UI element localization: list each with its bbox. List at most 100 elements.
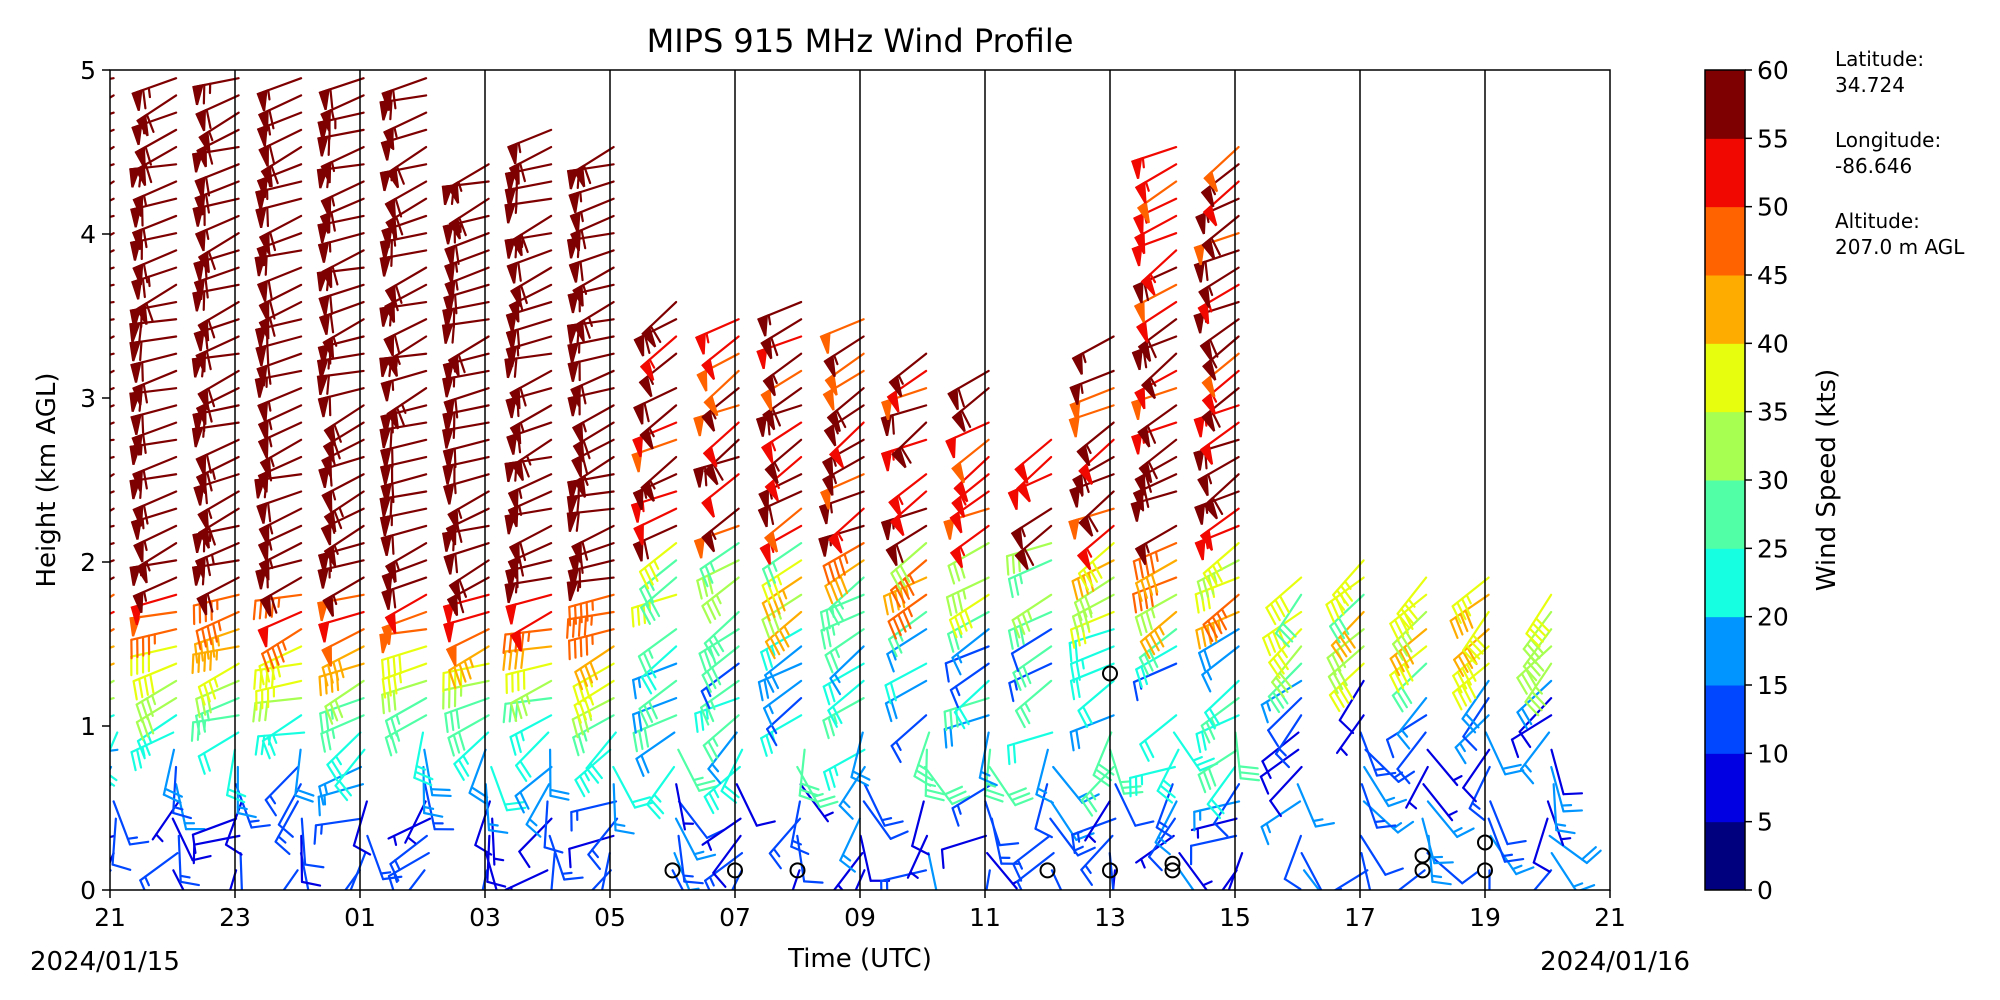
wind-barb (507, 128, 553, 165)
wind-barb (949, 524, 990, 569)
wind-barb (1080, 834, 1114, 886)
wind-barb (945, 421, 990, 459)
wind-barb (763, 679, 803, 727)
wind-barb (703, 369, 740, 417)
wind-barb (880, 438, 928, 472)
wind-barb (1452, 645, 1490, 694)
wind-profile-column (818, 318, 909, 890)
wind-barb (1203, 473, 1240, 520)
wind-barb (258, 214, 303, 254)
wind-barb (859, 834, 891, 882)
wind-barb (1204, 679, 1240, 730)
wind-barb (1261, 731, 1300, 779)
wind-barb (171, 817, 212, 862)
wind-barb (196, 128, 240, 168)
y-tick-label: 3 (80, 384, 96, 413)
wind-barb (505, 593, 553, 625)
wind-barb (326, 731, 362, 782)
longitude-label: Longitude: (1835, 128, 1941, 152)
wind-barb (1194, 524, 1240, 561)
wind-barb (1260, 800, 1302, 846)
wind-barb (198, 111, 240, 154)
wind-barb (675, 783, 695, 831)
wind-barb (1550, 765, 1583, 813)
wind-barb (1405, 765, 1429, 810)
wind-profile-column (252, 77, 325, 890)
wind-barb (1363, 765, 1408, 808)
wind-barb (1134, 593, 1178, 636)
wind-barb (323, 404, 365, 447)
wind-barb (130, 645, 178, 677)
wind-barb (762, 387, 803, 431)
wind-profile-column (940, 369, 1034, 890)
colorbar-segment (1705, 138, 1745, 208)
wind-barb (570, 369, 615, 407)
wind-barb (197, 490, 240, 531)
wind-barb (300, 817, 325, 869)
wind-barb (760, 714, 803, 757)
wind-barb (790, 800, 810, 856)
wind-barb (951, 473, 990, 518)
wind-barb (1201, 645, 1240, 693)
wind-profile-column (1510, 593, 1602, 890)
wind-barb (1533, 869, 1553, 890)
calm-wind-marker (1477, 834, 1493, 851)
x-tick-label: 17 (1344, 903, 1376, 932)
wind-barb (352, 800, 372, 856)
wind-barb (1076, 421, 1115, 467)
wind-barb (442, 679, 490, 710)
wind-barb (380, 438, 428, 469)
wind-barb (762, 542, 803, 588)
wind-barb (491, 817, 505, 866)
wind-barb (1109, 748, 1144, 795)
wind-barb (635, 731, 676, 777)
wind-barb (1426, 800, 1475, 839)
wind-barb (985, 869, 991, 890)
wind-barb (132, 369, 178, 406)
wind-barb (827, 679, 865, 728)
wind-barb (712, 834, 742, 888)
wind-barb (983, 748, 1005, 803)
calm-wind-marker (664, 862, 681, 879)
wind-barb (640, 645, 678, 695)
wind-profile-column (190, 77, 271, 890)
wind-barb (130, 352, 178, 383)
wind-barb (720, 748, 744, 804)
wind-barb (863, 783, 904, 827)
wind-barb (702, 714, 740, 763)
x-tick-label: 23 (219, 903, 251, 932)
wind-barb (703, 438, 740, 486)
wind-barb (637, 628, 678, 675)
wind-barb (947, 369, 990, 411)
wind-barb (1548, 834, 1602, 865)
wind-barb (110, 318, 115, 322)
wind-barb (132, 180, 178, 217)
wind-barb (911, 800, 930, 856)
wind-barb (1489, 800, 1527, 846)
wind-barb (890, 490, 928, 537)
wind-barb (443, 542, 490, 575)
wind-barb (1014, 524, 1053, 571)
wind-barb (445, 628, 490, 667)
wind-barb (130, 731, 175, 772)
wind-barb (197, 300, 240, 342)
wind-barb (294, 748, 315, 803)
wind-barb (1156, 748, 1180, 804)
wind-barb (502, 628, 553, 654)
wind-barb (1137, 404, 1178, 448)
wind-barb (755, 404, 803, 437)
y-axis-label: Height (km AGL) (32, 372, 62, 587)
wind-barb (508, 145, 553, 185)
wind-barb (1421, 817, 1454, 865)
wind-profile-column (566, 145, 654, 890)
wind-barb (1147, 817, 1177, 872)
wind-barb (568, 834, 615, 869)
colorbar-tick-label: 25 (1757, 534, 1789, 563)
wind-barb (1396, 731, 1427, 785)
x-tick-label: 09 (844, 903, 876, 932)
wind-barb (677, 748, 719, 792)
wind-barb (408, 869, 426, 890)
wind-barb (766, 697, 803, 747)
wind-barb (191, 645, 240, 675)
